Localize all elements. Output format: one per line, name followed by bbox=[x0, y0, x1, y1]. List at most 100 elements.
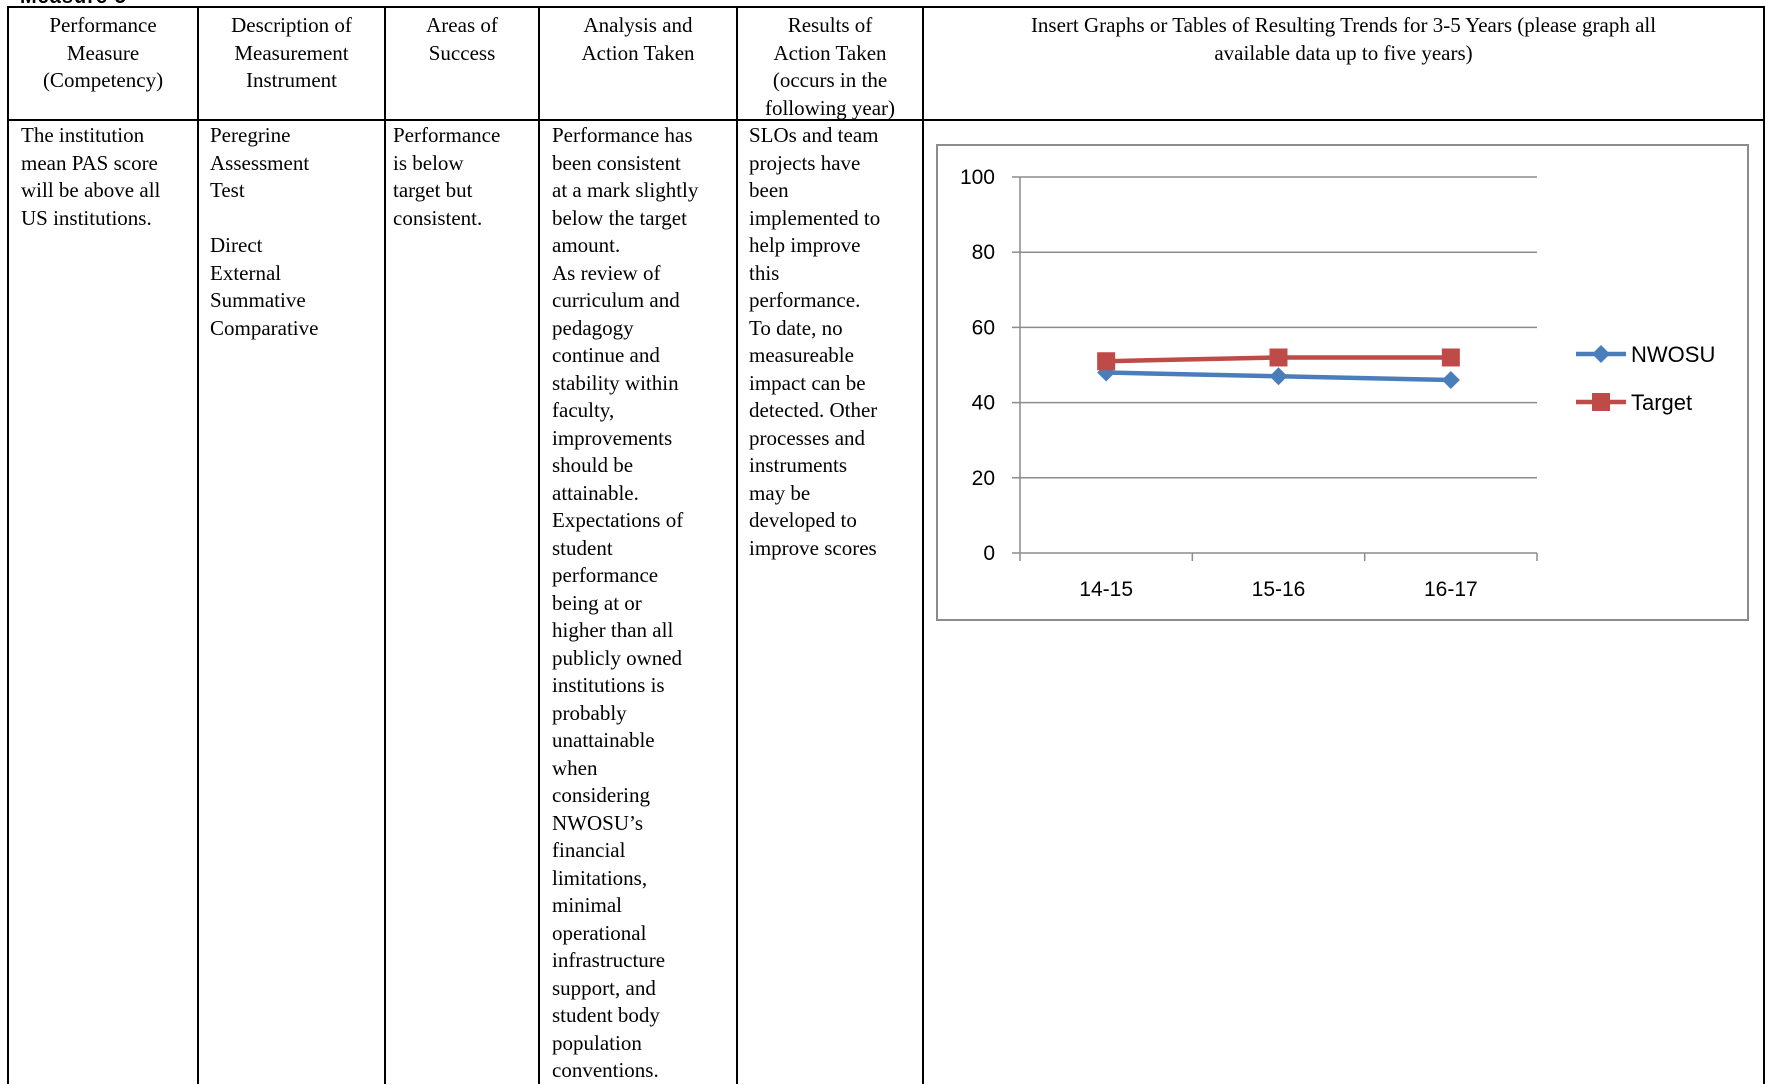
legend-label-nwosu: NWOSU bbox=[1631, 342, 1715, 367]
col-border-2 bbox=[384, 6, 386, 1084]
col-border-3 bbox=[538, 6, 540, 1084]
text-line: this bbox=[749, 260, 780, 285]
text-line: help improve bbox=[749, 233, 861, 257]
y-tick-label: 40 bbox=[972, 392, 995, 415]
text-line: performance bbox=[552, 563, 659, 587]
text-line: Performance bbox=[49, 13, 157, 37]
text-line: Success bbox=[428, 40, 496, 65]
y-tick-label: 100 bbox=[960, 166, 995, 189]
col-border-5 bbox=[922, 6, 924, 1084]
chart-frame bbox=[936, 144, 1749, 621]
header-results-action: Results of Action Taken (occurs in the foll… bbox=[738, 12, 922, 122]
text-line: To date, no bbox=[749, 315, 843, 340]
text-line: Areas of bbox=[426, 13, 498, 37]
text-line: operational bbox=[552, 920, 647, 945]
text-line: continue and bbox=[552, 343, 660, 367]
text-line: unattainable bbox=[552, 728, 655, 752]
text-line: detected. Other bbox=[749, 398, 878, 422]
text-line: impact can be bbox=[749, 370, 866, 395]
text-line: Instrument bbox=[246, 68, 337, 92]
cell-success: Performance is below target but consistent. bbox=[393, 122, 500, 232]
text-line: consistent. bbox=[393, 205, 483, 230]
header-performance-measure: Performance Measure (Competency) bbox=[9, 12, 197, 95]
data-point-nwosu bbox=[1441, 371, 1460, 390]
text-line: Assessment bbox=[210, 150, 310, 175]
legend-marker-nwosu bbox=[1592, 345, 1610, 363]
text-line: attainable. bbox=[552, 480, 639, 505]
text-line: conventions. bbox=[552, 1058, 659, 1082]
text-line: publicly owned bbox=[552, 645, 683, 670]
text-line: measureable bbox=[749, 343, 854, 367]
legend-label-target: Target bbox=[1631, 390, 1692, 415]
text-line: minimal bbox=[552, 893, 622, 917]
data-point-target bbox=[1441, 348, 1460, 367]
col-border-0 bbox=[7, 6, 9, 1084]
text-line: External bbox=[210, 260, 282, 285]
text-line: projects have bbox=[749, 150, 861, 175]
col-border-6 bbox=[1763, 6, 1765, 1084]
text-line: (occurs in the bbox=[772, 68, 888, 92]
text-line: been bbox=[749, 178, 789, 202]
text-line: Insert Graphs or Tables of Resulting Tre… bbox=[1030, 13, 1657, 37]
x-tick-label: 16-17 bbox=[1424, 578, 1478, 601]
text-line: student bbox=[552, 535, 613, 560]
text-line: institutions is bbox=[552, 673, 665, 697]
text-line: should be bbox=[552, 453, 634, 477]
text-line: pedagogy bbox=[552, 315, 634, 340]
data-point-target bbox=[1097, 352, 1116, 371]
text-line: As review of bbox=[552, 260, 661, 285]
text-line: Results of bbox=[787, 13, 873, 37]
measure-heading: Measure 3 bbox=[20, 0, 127, 9]
text-line: amount. bbox=[552, 233, 621, 257]
text-line: been consistent bbox=[552, 150, 681, 175]
text-line: Action Taken bbox=[581, 40, 695, 65]
text-line: processes and bbox=[749, 425, 866, 450]
text-line bbox=[210, 205, 318, 233]
text-line: Expectations of bbox=[552, 508, 684, 532]
header-measurement-instrument: Description of Measurement Instrument bbox=[199, 12, 384, 95]
cell-analysis: Performance has been consistent at a mark … bbox=[552, 122, 698, 1085]
text-line: student body bbox=[552, 1003, 660, 1027]
y-tick-label: 80 bbox=[972, 241, 995, 264]
text-line: is below bbox=[393, 150, 464, 175]
text-line: US institutions. bbox=[21, 205, 152, 230]
header-areas-of-success: Areas of Success bbox=[386, 12, 538, 67]
text-line: considering bbox=[552, 783, 650, 807]
text-line: when bbox=[552, 755, 598, 780]
x-tick-label: 14-15 bbox=[1079, 578, 1133, 601]
text-line: improvements bbox=[552, 425, 673, 450]
text-line: Direct bbox=[210, 233, 263, 257]
header-analysis-action: Analysis and Action Taken bbox=[540, 12, 736, 67]
text-line: following year) bbox=[764, 95, 896, 120]
y-tick-label: 20 bbox=[972, 467, 995, 490]
text-line: probably bbox=[552, 700, 627, 725]
text-line: population bbox=[552, 1030, 642, 1055]
text-line: instruments bbox=[749, 453, 847, 477]
trend-line-chart: 0 20 40 60 80 100 14-15 15-16 16-17 NWOSU Target bbox=[960, 166, 1715, 601]
cut-off-heading: Measure 3 bbox=[0, 0, 1765, 8]
text-line: stability within bbox=[552, 370, 679, 395]
text-line: Comparative bbox=[210, 315, 319, 340]
text-line: support, and bbox=[552, 975, 656, 1000]
text-line: Analysis and bbox=[583, 13, 693, 37]
text-line: Performance has bbox=[552, 123, 693, 147]
cell-instrument: Peregrine Assessment Test Direct External Su… bbox=[210, 122, 318, 342]
text-line: Peregrine bbox=[210, 123, 291, 147]
legend-marker-target bbox=[1592, 393, 1610, 411]
x-tick-label: 15-16 bbox=[1252, 578, 1306, 601]
text-line: target but bbox=[393, 178, 473, 202]
text-line: available data up to five years) bbox=[1214, 40, 1473, 65]
text-line: mean PAS score bbox=[21, 150, 158, 175]
cell-results: SLOs and team projects have been implemente… bbox=[749, 122, 880, 562]
text-line: Summative bbox=[210, 288, 306, 312]
text-line: curriculum and bbox=[552, 288, 680, 312]
text-line: Measurement bbox=[234, 40, 349, 65]
text-line: implemented to bbox=[749, 205, 881, 230]
text-line: limitations, bbox=[552, 865, 648, 890]
text-line: at a mark slightly bbox=[552, 178, 699, 202]
table-top-border bbox=[7, 6, 1765, 8]
text-line: higher than all bbox=[552, 618, 674, 642]
text-line: The institution bbox=[21, 123, 145, 147]
y-tick-label: 0 bbox=[983, 542, 995, 565]
text-line: Description of bbox=[231, 13, 352, 37]
